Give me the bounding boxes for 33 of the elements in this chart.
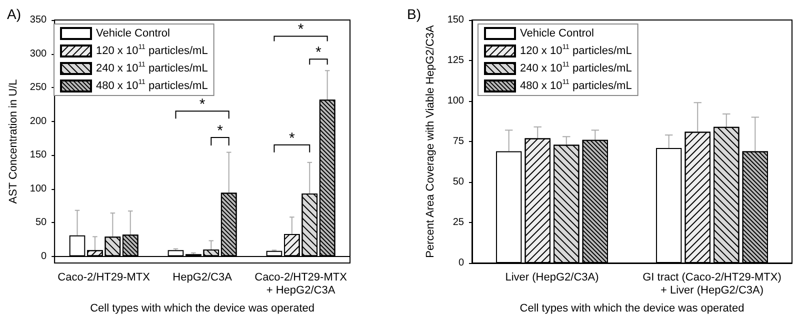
y-axis-title: Percent Area Coverage with Viable HepG2/C3A: [424, 24, 436, 258]
y-tick-label: 0: [458, 258, 464, 268]
y-tick-label: 150: [447, 14, 464, 26]
y-tick-label: 125: [447, 55, 464, 66]
annotation: *: [288, 130, 295, 147]
y-tick-label: 200: [30, 116, 48, 127]
y-tick-label: 25: [452, 217, 464, 228]
chart-title: B): [407, 6, 421, 22]
annotation: *: [316, 44, 322, 62]
x-axis-title: Cell types with which the device was operated: [520, 302, 744, 314]
x-axis-title: Cell types with which the device was operated: [90, 302, 314, 314]
y-tick-label: 50: [452, 176, 464, 188]
y-axis-title: AST Concentration in U/L: [8, 79, 20, 204]
y-tick-label: 75: [452, 136, 464, 147]
y-tick-label: 300: [30, 48, 48, 60]
x-tick-label: GI tract (Caco-2/HT29-MTX) + Liver (HepG2/C3A): [642, 272, 782, 296]
y-tick-label: 350: [30, 14, 48, 26]
y-tick-label: 150: [30, 150, 48, 160]
x-tick-label: Caco-2/HT29-MTX + HepG2/C3A: [254, 272, 348, 296]
legend-label: Vehicle Control: [96, 28, 170, 40]
y-tick-label: 100: [30, 183, 48, 194]
y-tick-label: 0: [41, 250, 48, 262]
y-tick-label: 100: [447, 96, 464, 106]
y-tick-label: 250: [30, 82, 48, 93]
x-tick-label: Caco-2/HT29-MTX: [58, 272, 151, 284]
x-tick-label: Liver (HepG2/C3A): [505, 272, 599, 284]
annotation: *: [298, 21, 304, 38]
y-tick-label: 50: [35, 217, 48, 228]
annotation: *: [199, 96, 206, 114]
chart-title: A): [7, 6, 21, 22]
legend-label: Vehicle Control: [520, 28, 594, 40]
x-tick-label: HepG2/C3A: [172, 272, 233, 284]
annotation: *: [217, 122, 224, 140]
